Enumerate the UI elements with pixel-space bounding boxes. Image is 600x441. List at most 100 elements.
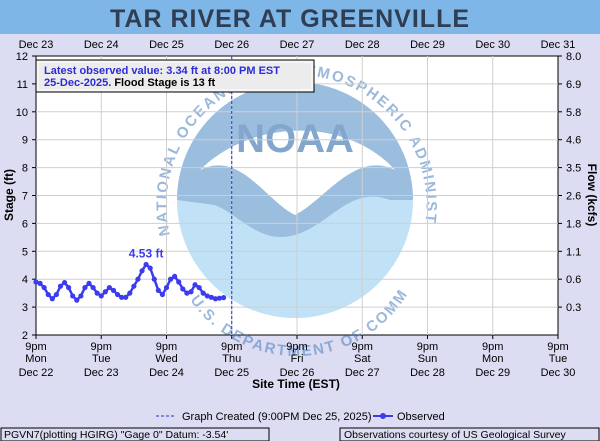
observed-point — [208, 294, 214, 300]
observed-point — [114, 291, 121, 298]
top-date-label: Dec 23 — [19, 39, 54, 51]
observed-point — [196, 284, 202, 291]
observed-point — [78, 293, 84, 299]
footer-right-box — [339, 427, 600, 441]
left-axis: 2 3 4 5 6 7 8 9 10 11 12 — [16, 51, 36, 342]
y2-tick-label: 2.6 — [566, 191, 581, 203]
y-tick-label: 5 — [22, 246, 28, 258]
x-tick-day: Sun — [418, 353, 438, 365]
observed-point — [61, 279, 68, 286]
observed-point — [90, 284, 96, 291]
observed-point — [110, 287, 117, 293]
x-tick-day: Thu — [222, 353, 241, 365]
notice-line1: Latest observed value: 3.34 ft at 8:00 P… — [44, 65, 280, 77]
y2-tick-label: 4.6 — [566, 135, 581, 147]
observed-series: 4.53 ft — [33, 246, 227, 303]
observed-point — [74, 297, 80, 303]
y-tick-label: 6 — [22, 218, 28, 230]
observed-point — [172, 273, 178, 280]
observed-point — [135, 276, 141, 282]
x-tick-day: Fri — [291, 353, 304, 365]
observed-point — [127, 290, 133, 296]
x-tick-day: Sat — [354, 353, 371, 365]
top-date-label: Dec 25 — [149, 39, 184, 51]
y-tick-label: 9 — [22, 135, 28, 147]
x-tick-time: 9pm — [25, 341, 46, 353]
x-axis-title: Site Time (EST) — [252, 377, 340, 391]
observed-point — [167, 276, 174, 282]
observed-point — [45, 291, 51, 298]
title-banner — [0, 0, 600, 34]
y-axis-title: Stage (ft) — [2, 169, 16, 221]
y2-tick-label: 0.6 — [566, 274, 581, 286]
observed-point — [57, 283, 64, 289]
observed-point — [176, 279, 182, 285]
x-tick-time: 9pm — [547, 341, 568, 353]
legend-observed-label: Observed — [397, 411, 445, 423]
x-tick-day: Tue — [549, 353, 568, 365]
top-axis: Dec 23 Dec 24 Dec 25 Dec 26 Dec 27 Dec 28 Dec … — [19, 39, 576, 51]
footer-datum: PGVN7(plotting HGIRG) "Gage 0" Datum: -3… — [4, 429, 228, 441]
observed-point — [82, 284, 88, 291]
x-tick-time: 9pm — [91, 341, 112, 353]
observed-point — [151, 276, 157, 282]
observed-point — [123, 294, 129, 300]
x-tick-date: Dec 22 — [19, 367, 54, 379]
latest-value-notice: Latest observed value: 3.34 ft at 8:00 P… — [35, 59, 315, 93]
top-date-label: Dec 24 — [84, 39, 119, 51]
observed-point — [53, 291, 59, 298]
top-date-label: Dec 31 — [541, 39, 576, 51]
chart-title: TAR RIVER AT GREENVILLE — [110, 5, 470, 33]
x-tick-time: 9pm — [156, 341, 177, 353]
observed-point — [70, 293, 76, 299]
x-tick-date: Dec 24 — [149, 367, 184, 379]
notice-box — [35, 59, 315, 93]
observed-point — [155, 287, 161, 293]
x-tick-time: 9pm — [482, 341, 503, 353]
x-tick-date: Dec 25 — [214, 367, 249, 379]
y2-tick-label: 1.8 — [566, 218, 581, 230]
y2-tick-label: 6.9 — [566, 79, 581, 91]
x-tick-date: Dec 26 — [280, 367, 315, 379]
x-tick-day: Mon — [482, 353, 503, 365]
x-tick-time: 9pm — [352, 341, 373, 353]
y-tick-label: 4 — [22, 274, 28, 286]
x-tick-date: Dec 23 — [84, 367, 119, 379]
x-tick-time: 9pm — [221, 341, 242, 353]
observed-point — [66, 284, 72, 291]
y-tick-label: 11 — [17, 79, 28, 91]
notice-line2: 25-Dec-2025. Flood Stage is 13 ft — [44, 77, 216, 89]
x-tick-day: Tue — [92, 353, 111, 365]
observed-point — [220, 295, 227, 301]
x-tick-date: Dec 27 — [345, 367, 380, 379]
legend-observed-marker — [380, 413, 386, 419]
top-date-label: Dec 27 — [280, 39, 315, 51]
observed-point — [33, 279, 39, 285]
notice-date: 25-Dec-2025. — [44, 77, 111, 89]
x-tick-day: Wed — [155, 353, 177, 365]
observed-point — [204, 293, 210, 299]
observed-point — [131, 283, 137, 289]
observed-point — [192, 282, 198, 288]
observed-point — [184, 290, 190, 296]
observed-point — [139, 268, 145, 274]
observed-point — [102, 289, 108, 295]
noaa-logo-text: NOAA — [236, 117, 354, 161]
top-date-label: Dec 29 — [410, 39, 445, 51]
observed-point — [94, 290, 100, 296]
observed-point — [212, 296, 219, 302]
observed-point — [37, 280, 43, 286]
top-date-label: Dec 28 — [345, 39, 380, 51]
x-tick-day: Mon — [25, 353, 46, 365]
observed-point — [119, 294, 125, 300]
x-tick-date: Dec 28 — [410, 367, 445, 379]
y2-tick-label: 5.8 — [566, 107, 581, 119]
y-tick-label: 10 — [16, 107, 28, 119]
observed-point — [98, 293, 104, 299]
y2-tick-label: 0.3 — [566, 302, 581, 314]
x-tick-time: 9pm — [417, 341, 438, 353]
observed-point — [106, 284, 113, 291]
